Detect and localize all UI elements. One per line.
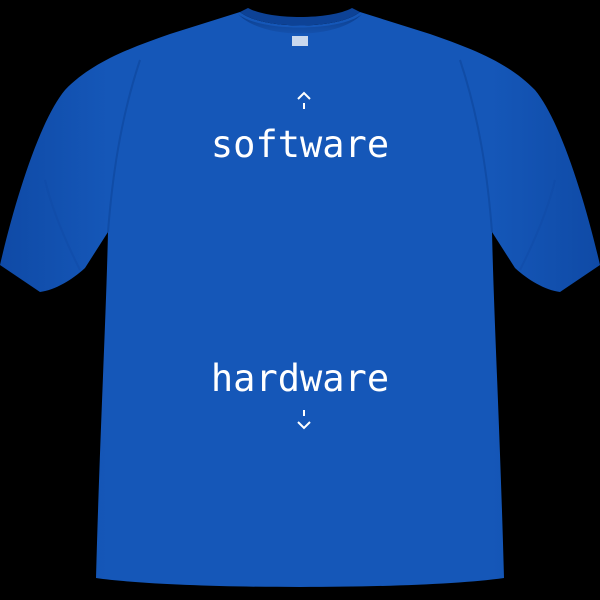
hardware-print-text: hardware <box>210 357 390 400</box>
up-arrow-icon <box>297 91 311 109</box>
shirt-body <box>0 12 600 587</box>
shirt-collar <box>240 8 360 26</box>
down-arrow-icon <box>297 410 311 430</box>
software-print-text: software <box>210 123 390 166</box>
